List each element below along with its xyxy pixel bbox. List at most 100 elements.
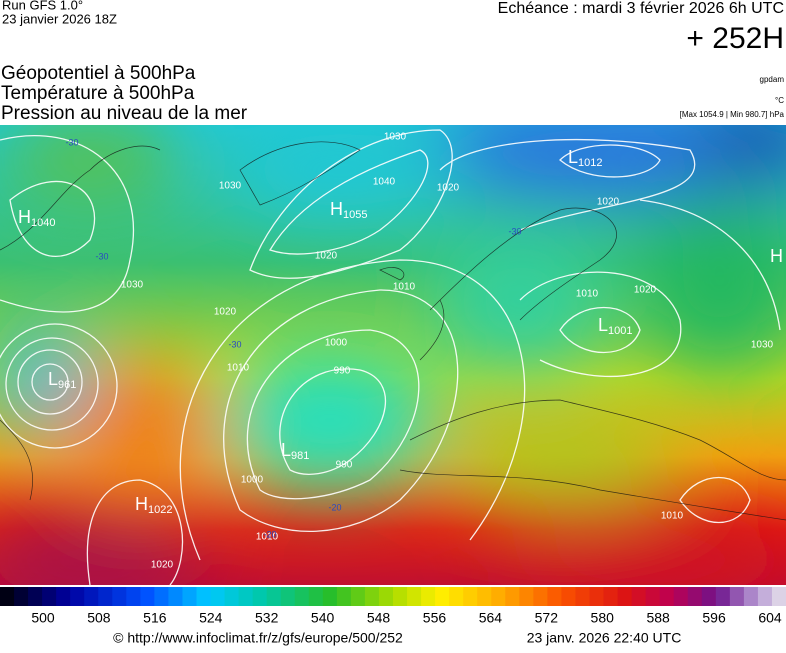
colorbar-cell (687, 587, 703, 606)
colorbar-cell (28, 587, 43, 606)
colorbar-tick-label: 604 (758, 610, 782, 626)
colorbar-cell (407, 587, 422, 606)
colorbar-tick-label: 588 (646, 610, 670, 626)
colorbar-cell (70, 587, 85, 606)
echeance: Echéance : mardi 3 février 2026 6h UTC (498, 0, 784, 17)
lead-time: + 252H (686, 22, 784, 55)
colorbar-cell (294, 587, 310, 606)
unit-label: °C (775, 96, 784, 105)
run-date: 23 janvier 2026 18Z (2, 11, 117, 26)
colorbar-cell (0, 587, 15, 606)
run-label: Run GFS 1.0° (2, 0, 83, 12)
center-letter: H (18, 207, 31, 227)
colorbar-cell (561, 587, 576, 606)
colorbar-tick-label: 508 (87, 610, 111, 626)
pressure-center: H1055 (330, 199, 367, 221)
colorbar-cell (336, 587, 352, 606)
colorbar-cell (196, 587, 212, 606)
center-value: 1001 (608, 325, 632, 337)
center-value: 961 (58, 379, 76, 391)
colorbar-cell (154, 587, 169, 606)
colorbar-cell (98, 587, 113, 606)
pressure-center: L981 (281, 440, 309, 462)
temperature-label: -20 (328, 502, 341, 512)
temperature-label: -30 (95, 251, 108, 261)
isobar-label: 1030 (751, 340, 774, 351)
colorbar-cell (378, 587, 394, 606)
colorbar-cell (589, 587, 605, 606)
colorbar-cell (322, 587, 338, 606)
pressure-center: L1001 (598, 315, 633, 337)
isobar-label: 1020 (634, 285, 657, 296)
colorbar-cell (168, 587, 183, 606)
isobar-label: 1030 (121, 280, 144, 291)
isobar-label: 1020 (597, 197, 620, 208)
colorbar-cell (42, 587, 57, 606)
unit-label: gpdam (760, 75, 785, 84)
colorbar-tick-label: 572 (535, 610, 559, 626)
colorbar-cell (435, 587, 450, 606)
colorbar-tick-label: 532 (255, 610, 279, 626)
colorbar-cell (393, 587, 408, 606)
colorbar-cell (631, 587, 647, 606)
colorbar-cell (617, 587, 633, 606)
temperature-label: -30 (65, 137, 78, 147)
colorbar-cell (533, 587, 548, 606)
colorbar-tick-label: 564 (479, 610, 503, 626)
pressure-center: L1012 (568, 147, 603, 169)
center-value: 981 (291, 450, 309, 462)
isobar-label: 1010 (661, 511, 684, 522)
center-value: 1012 (578, 157, 602, 169)
isobar-label: 1010 (256, 532, 279, 543)
colorbar-cell (575, 587, 590, 606)
colorbar-cell (491, 587, 506, 606)
colorbar-cell (224, 587, 240, 606)
isobar-label: 1020 (214, 307, 237, 318)
isobar-label: 1010 (227, 363, 250, 374)
isobar-label: 1010 (576, 289, 599, 300)
colorbar-cell (477, 587, 492, 606)
pressure-center: H1040 (18, 207, 55, 229)
colorbar-tick-label: 556 (423, 610, 447, 626)
colorbar-cell (771, 587, 786, 606)
isobar-label: 1020 (151, 560, 174, 571)
isobar-label: 1000 (241, 475, 264, 486)
isobar-label: 1000 (325, 338, 348, 349)
colorbar-cell (547, 587, 562, 606)
colorbar-cell (701, 587, 717, 606)
colorbar: 500 508 516 524 532 540 548 556 564 572 580 588 596 6… (0, 587, 786, 626)
center-letter: L (281, 440, 291, 460)
map (0, 125, 786, 585)
colorbar-cell (56, 587, 71, 606)
pressure-center: L961 (48, 369, 76, 391)
layer-title: Pression au niveau de la mer (1, 103, 248, 124)
temperature-label: -30 (508, 226, 521, 236)
colorbar-cell (743, 587, 759, 606)
colorbar-cell (126, 587, 141, 606)
pressure-center: H1022 (135, 494, 172, 516)
temperature-label: -30 (228, 339, 241, 349)
colorbar-tick-label: 500 (31, 610, 55, 626)
colorbar-cell (729, 587, 745, 606)
layer-title: Température à 500hPa (1, 83, 195, 104)
colorbar-cell (603, 587, 619, 606)
footer-generated: 23 janv. 2026 22:40 UTC (527, 630, 682, 646)
isobar-label: 990 (336, 460, 353, 471)
isobar-label: 1020 (437, 183, 460, 194)
isobar-label: 1020 (315, 251, 338, 262)
colorbar-cell (505, 587, 520, 606)
colorbar-cell (238, 587, 254, 606)
colorbar-cell (715, 587, 731, 606)
center-letter: H (330, 199, 343, 219)
colorbar-cell (421, 587, 436, 606)
layer-title: Géopotentiel à 500hPa (1, 63, 196, 84)
colorbar-cell (182, 587, 197, 606)
center-value: 1022 (148, 504, 172, 516)
isobar-label: 1030 (384, 132, 407, 143)
temperature-label: -20 (263, 529, 276, 539)
center-letter: L (598, 315, 608, 335)
isobar-label: 990 (334, 366, 351, 377)
center-letter: L (568, 147, 578, 167)
